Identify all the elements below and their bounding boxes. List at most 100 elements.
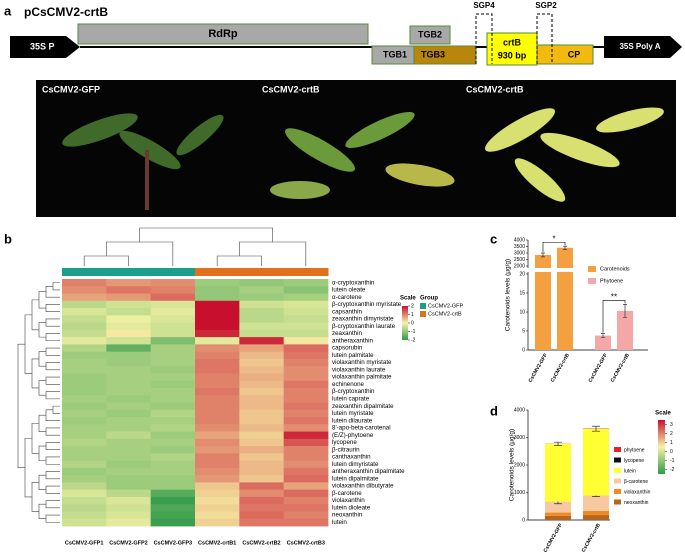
legend-swatch	[614, 447, 621, 452]
heatmap-cell	[62, 293, 107, 302]
heatmap-cell	[239, 518, 285, 527]
heatmap-cell	[283, 315, 329, 323]
colorbar-tick-label: 0	[411, 320, 414, 326]
heatmap-cell	[239, 402, 285, 411]
heatmap-cell	[239, 467, 285, 476]
heatmap-cell	[283, 489, 329, 498]
heatmap-cell	[195, 518, 240, 527]
heatmap-cell	[62, 489, 107, 498]
heatmap-cell	[62, 380, 107, 389]
heatmap-cell	[62, 417, 107, 425]
heatmap-cell	[283, 351, 329, 360]
heatmap-cell	[150, 351, 196, 360]
bar-segment	[583, 428, 609, 496]
heatmap-cell	[283, 366, 329, 374]
column-label: CsCMV2-GFP1	[65, 540, 104, 546]
heatmap-cell	[195, 366, 240, 374]
dendrogram	[38, 322, 46, 338]
dendrogram	[45, 427, 60, 436]
heatmap-cell	[106, 351, 152, 360]
group-swatch	[420, 311, 426, 317]
dendrogram	[38, 291, 46, 309]
heatmap-cell	[106, 438, 152, 447]
heatmap-cell	[195, 402, 240, 411]
error-bar	[601, 333, 605, 338]
panel-label: d	[490, 403, 498, 418]
heatmap-cell	[283, 308, 329, 316]
heatmap-cell	[150, 482, 196, 491]
row-label: violaxanthin dibutyrate	[332, 483, 394, 490]
bar	[557, 247, 573, 350]
row-label: zeaxanthin dimyristate	[332, 316, 394, 323]
heatmap-cell	[195, 286, 240, 294]
row-label: lutein dimyristate	[332, 461, 379, 468]
significance-bracket	[602, 300, 626, 333]
heatmap-cell	[106, 286, 152, 294]
colorbar	[402, 306, 408, 340]
dendrogram	[106, 241, 174, 266]
heatmap-cell	[239, 431, 285, 440]
column-label: CsCMV2-GFP3	[154, 540, 193, 546]
heatmap-cell	[283, 460, 329, 469]
legend-label: lycopene	[624, 458, 644, 464]
bar-segment	[545, 512, 571, 516]
heatmap-cell	[106, 279, 152, 287]
heatmap-cell	[150, 467, 196, 476]
row-label: β-cryptoxanthin	[332, 388, 375, 395]
heatmap-cell	[239, 395, 285, 403]
row-label: zeaxanthin dipalmitate	[332, 403, 394, 410]
row-label: antheraxanthin	[332, 337, 373, 344]
bar	[617, 310, 633, 350]
dendrogram	[38, 351, 46, 367]
tgb1-label: TGB1	[383, 49, 407, 59]
photos: CsCMV2-GFP CsCMV2-crtB CsCMV2-crtB	[36, 80, 676, 217]
cp	[536, 44, 594, 65]
heatmap-cell	[150, 409, 196, 418]
dendrogram	[31, 482, 39, 512]
heatmap-cell	[150, 322, 196, 331]
heatmap-cell	[106, 315, 152, 323]
dendrogram	[45, 347, 60, 356]
x-tick-label: CsCMV2-crtB	[581, 522, 602, 553]
heatmap-cell	[283, 504, 329, 512]
heatmap-cell	[283, 438, 329, 447]
x-tick-label: CsCMV2-GFP	[528, 352, 550, 383]
heatmap-cell	[195, 293, 240, 302]
bar-segment	[583, 515, 609, 520]
heatmap-cell	[62, 279, 107, 287]
heatmap-cell	[195, 279, 240, 287]
row-label: lutein dioleate	[332, 504, 371, 511]
heatmap-cell	[283, 344, 329, 353]
heatmap-cell	[195, 373, 240, 382]
heatmap-cell	[195, 475, 240, 483]
heatmap-cell	[62, 482, 107, 491]
column-label: CsCMV2-crtB2	[242, 540, 280, 546]
heatmap-cell	[106, 402, 152, 411]
heatmap-cell	[195, 504, 240, 512]
y-tick-label: 3000	[514, 250, 525, 256]
dendrogram	[45, 362, 60, 371]
heatmap-cell	[106, 446, 152, 454]
heatmap-cell	[239, 453, 285, 462]
heatmap-cell	[62, 308, 107, 316]
row-label: lutein caprate	[332, 396, 370, 403]
heatmap-cell	[283, 431, 329, 440]
heatmap-cell	[283, 402, 329, 411]
heatmap-cell	[195, 482, 240, 491]
heatmap-cell	[106, 366, 152, 374]
heatmap-cell	[150, 424, 196, 432]
heatmap-cell	[283, 387, 329, 396]
heatmap-cell	[62, 424, 107, 432]
heatmap-cell	[150, 366, 196, 374]
row-label: neoxanthin	[332, 512, 363, 519]
heatmap-cell	[195, 496, 240, 505]
heatmap-cell	[239, 373, 285, 382]
heatmap-cell	[62, 453, 107, 462]
cp-label: CP	[568, 49, 581, 59]
heatmap-cell	[239, 424, 285, 432]
bar-segment	[545, 443, 571, 502]
heatmap-cell	[150, 431, 196, 440]
heatmap-cell	[239, 351, 285, 360]
dendrogram	[52, 282, 60, 291]
heatmap-cell	[283, 417, 329, 425]
